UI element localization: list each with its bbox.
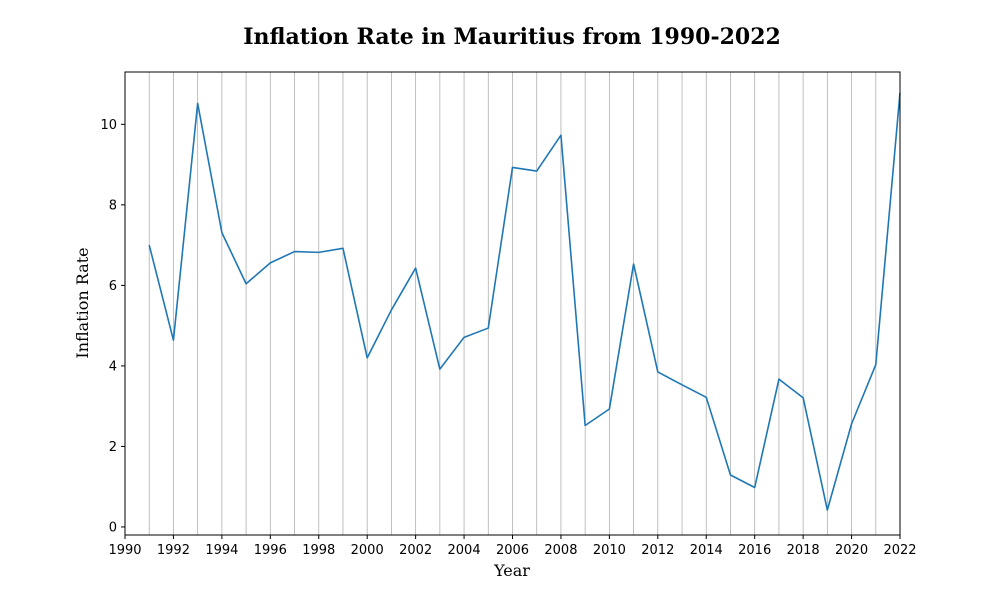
- y-tick-label: 8: [109, 198, 117, 213]
- y-tick-label: 6: [109, 279, 117, 294]
- x-tick-label: 2008: [544, 543, 577, 558]
- x-tick-label: 1990: [108, 543, 141, 558]
- x-tick-label: 1998: [302, 543, 335, 558]
- series-line: [148, 92, 901, 511]
- x-tick-label: 1994: [205, 543, 238, 558]
- x-tick-label: 1992: [157, 543, 190, 558]
- y-axis: 0 2 4 6 8 10: [100, 118, 125, 535]
- x-tick-label: 2012: [641, 543, 674, 558]
- x-tick-label: 1996: [254, 543, 287, 558]
- grid: [148, 72, 877, 535]
- x-tick-label: 2014: [690, 543, 723, 558]
- x-tick-label: 2022: [883, 543, 916, 558]
- x-tick-label: 2020: [835, 543, 868, 558]
- x-tick-label: 2016: [738, 543, 771, 558]
- y-tick-label: 10: [100, 118, 117, 133]
- y-tick-label: 2: [109, 440, 117, 455]
- series-group: [148, 92, 901, 511]
- x-tick-label: 2010: [593, 543, 626, 558]
- y-tick-label: 0: [109, 520, 117, 535]
- x-tick-label: 2000: [351, 543, 384, 558]
- y-axis-label: Inflation Rate: [73, 247, 92, 358]
- chart-title: Inflation Rate in Mauritius from 1990-20…: [243, 24, 781, 50]
- x-tick-label: 2018: [787, 543, 820, 558]
- y-tick-label: 4: [109, 359, 117, 374]
- x-tick-label: 2004: [448, 543, 481, 558]
- x-tick-label: 2006: [496, 543, 529, 558]
- x-axis-label: Year: [493, 561, 530, 580]
- x-tick-label: 2002: [399, 543, 432, 558]
- x-axis: 1990 1992 1994 1996 1998 2000 2002 2004 2006 2008…: [108, 535, 917, 558]
